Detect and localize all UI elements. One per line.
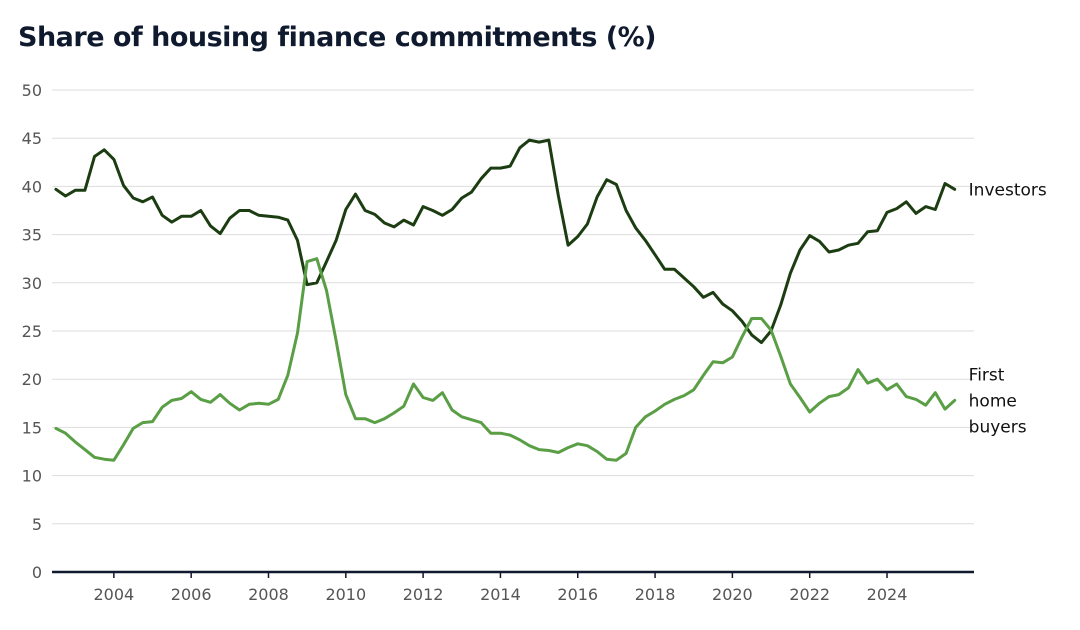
x-tick-label: 2006: [171, 585, 212, 604]
x-tick-label: 2014: [480, 585, 521, 604]
y-tick-label: 5: [32, 515, 42, 534]
x-tick-label: 2008: [248, 585, 289, 604]
chart-title: Share of housing finance commitments (%): [18, 22, 657, 53]
y-tick-label: 25: [22, 322, 42, 341]
x-tick-label: 2020: [712, 585, 753, 604]
x-tick-label: 2018: [635, 585, 676, 604]
series-label: home: [969, 391, 1017, 411]
y-tick-label: 45: [22, 129, 42, 148]
series-label: First: [969, 365, 1005, 385]
y-tick-label: 40: [22, 177, 42, 196]
series-line-first-home-buyers: [54, 257, 957, 462]
x-tick-label: 2004: [93, 585, 134, 604]
y-tick-label: 30: [22, 274, 42, 293]
y-tick-label: 10: [22, 467, 42, 486]
y-axis-ticks: 0 5 10 15 20 25 30 35 40 45 50: [22, 81, 42, 582]
series-labels: Investors First home buyers: [969, 180, 1047, 437]
x-tick-label: 2024: [867, 585, 908, 604]
gridlines: [52, 89, 974, 525]
series-line-investors: [54, 138, 957, 345]
x-axis-ticks: 2004 2006 2008 2010 2012 2014 2016 2018 2020 2022…: [52, 570, 974, 604]
x-tick-label: 2010: [325, 585, 366, 604]
y-tick-label: 50: [22, 81, 42, 100]
series-label: Investors: [969, 180, 1047, 200]
x-tick-label: 2012: [403, 585, 444, 604]
series-label: buyers: [969, 417, 1027, 437]
y-tick-label: 20: [22, 370, 42, 389]
y-tick-label: 15: [22, 418, 42, 437]
x-tick-label: 2022: [789, 585, 830, 604]
y-tick-label: 35: [22, 226, 42, 245]
x-tick-label: 2016: [557, 585, 598, 604]
y-tick-label: 0: [32, 563, 42, 582]
series-lines: [54, 138, 957, 462]
